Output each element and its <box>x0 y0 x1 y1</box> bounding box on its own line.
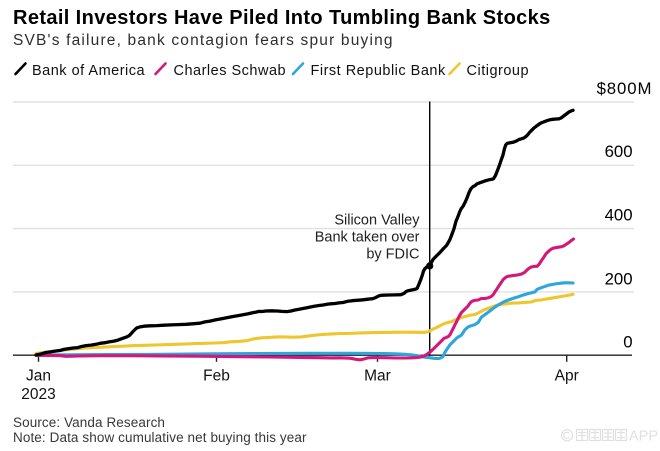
svg-text:Feb: Feb <box>203 368 230 385</box>
svg-text:Silicon Valley: Silicon Valley <box>334 213 420 229</box>
svg-text:200: 200 <box>605 269 633 288</box>
svg-text:Mar: Mar <box>364 368 391 385</box>
svg-text:$800M: $800M <box>597 79 653 98</box>
svg-text:2023: 2023 <box>21 386 55 403</box>
svg-text:400: 400 <box>605 206 633 225</box>
svg-text:Bank taken over: Bank taken over <box>315 230 420 246</box>
svg-text:APP: APP <box>629 429 658 445</box>
svg-text:Apr: Apr <box>555 368 579 385</box>
svg-text:600: 600 <box>605 142 633 161</box>
svg-text:0: 0 <box>623 332 632 351</box>
svg-text:Jan: Jan <box>26 368 51 385</box>
svg-text:by FDIC: by FDIC <box>366 246 419 262</box>
